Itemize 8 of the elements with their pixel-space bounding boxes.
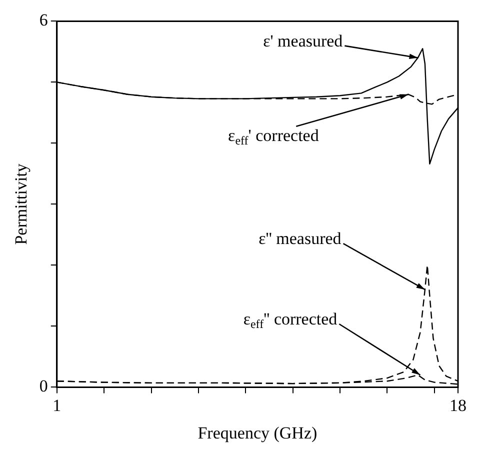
x-tick-label: 18 [450, 396, 466, 415]
x-tick-label: 1 [52, 396, 62, 415]
y-tick-label: 0 [39, 376, 48, 396]
y-tick-label: 6 [39, 10, 48, 30]
annotation: ε' measured [263, 31, 344, 50]
x-axis-title: Frequency (GHz) [198, 423, 318, 442]
annotation: ε'' measured [258, 229, 342, 248]
y-axis-title: Permittivity [12, 163, 31, 245]
